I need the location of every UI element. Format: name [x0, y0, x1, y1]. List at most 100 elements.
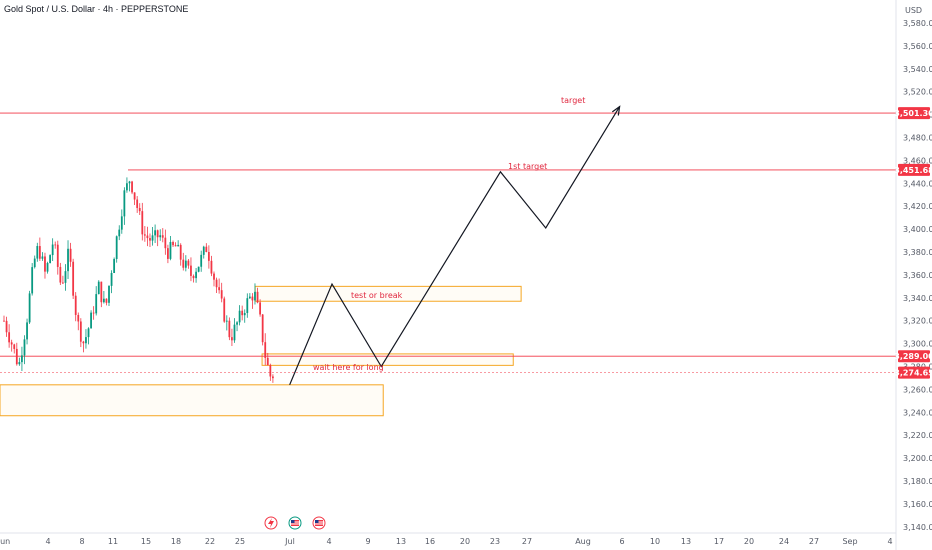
- price-tick-label: 3,200.00: [903, 454, 932, 463]
- candle-body: [133, 192, 136, 200]
- candle-body: [79, 321, 82, 342]
- annotation-first-target[interactable]: 1st target: [508, 162, 547, 171]
- price-tick-label: 3,240.00: [903, 408, 932, 417]
- time-tick-label: 20: [744, 537, 754, 546]
- us-flag-event-icon-2[interactable]: [312, 516, 326, 530]
- price-tick-label: 3,580.00: [903, 19, 932, 28]
- candle-body: [113, 258, 116, 274]
- horizontal-levels[interactable]: [0, 112, 896, 373]
- time-tick-label: 4: [45, 537, 50, 546]
- time-axis[interactable]: Jun 4 8 11 15 18 22 25 Jul 4 9 13 16 20 23 27 Aug 6 10 13 17…: [0, 537, 893, 546]
- candle-body: [169, 241, 172, 259]
- candle-body: [56, 244, 59, 267]
- candle-body: [13, 344, 16, 349]
- price-axis[interactable]: 3,580.003,560.003,540.003,520.003,500.00…: [903, 19, 932, 532]
- price-tick-label: 3,440.00: [903, 179, 932, 188]
- price-tick-label: 3,380.00: [903, 248, 932, 257]
- zone-box-1[interactable]: [261, 353, 514, 366]
- candle-body: [269, 365, 272, 377]
- candle-body: [231, 337, 233, 341]
- time-tick-label: 10: [650, 537, 660, 546]
- candle-body: [92, 312, 95, 314]
- candle-body: [62, 282, 64, 284]
- candle-body: [26, 322, 28, 340]
- price-tick-label: 3,220.00: [903, 431, 932, 440]
- candle-body: [210, 260, 213, 274]
- time-tick-label: 22: [205, 537, 215, 546]
- candle-body: [69, 248, 72, 262]
- time-tick-label: 11: [108, 537, 118, 546]
- annotation-test-or-break[interactable]: test or break: [351, 291, 403, 300]
- candle-body: [77, 314, 80, 322]
- price-tick-label: 3,140.00: [903, 523, 932, 532]
- candle-body: [177, 244, 180, 247]
- time-tick-label: Sep: [842, 537, 857, 546]
- candle-body: [156, 230, 159, 238]
- candle-body: [87, 328, 90, 338]
- price-tick-label: 3,480.00: [903, 134, 932, 143]
- candle-body: [136, 199, 139, 208]
- time-tick-label: 18: [171, 537, 181, 546]
- candle-body: [264, 342, 267, 358]
- candle-body: [228, 320, 231, 338]
- candles: [3, 177, 274, 383]
- candle-body: [118, 229, 121, 237]
- candle-body: [51, 244, 54, 256]
- time-tick-label: 23: [490, 537, 500, 546]
- candle-body: [238, 310, 241, 323]
- zone-box-2[interactable]: [0, 384, 384, 417]
- price-tag-label-3: 3,274.65: [894, 369, 932, 378]
- time-tick-label: 27: [522, 537, 532, 546]
- time-tick-label: 8: [79, 537, 84, 546]
- price-tick-label: 3,320.00: [903, 317, 932, 326]
- candle-body: [149, 238, 151, 241]
- symbol-title[interactable]: Gold Spot / U.S. Dollar · 4h · PEPPERSTO…: [4, 4, 188, 14]
- time-tick-label: 27: [809, 537, 819, 546]
- time-tick-label: 6: [619, 537, 624, 546]
- candle-body: [95, 294, 98, 314]
- annotation-wait-long[interactable]: wait here for long: [313, 363, 384, 372]
- candle-body: [259, 302, 261, 315]
- time-tick-label: 16: [425, 537, 435, 546]
- candle-body: [59, 266, 62, 283]
- candle-body: [182, 259, 185, 268]
- price-tick-label: 3,340.00: [903, 294, 932, 303]
- lightning-event-icon[interactable]: [264, 516, 278, 530]
- us-flag-event-icon[interactable]: [288, 516, 302, 530]
- price-tags: 3,501.30 3,451.68 3,289.00 3,274.65: [894, 107, 932, 379]
- price-tag-label-2: 3,289.00: [894, 352, 932, 361]
- candle-body: [5, 320, 8, 333]
- candle-body: [54, 244, 57, 246]
- candle-body: [236, 322, 238, 325]
- annotation-target[interactable]: target: [561, 96, 585, 105]
- price-tick-label: 3,160.00: [903, 500, 932, 509]
- candle-body: [154, 230, 156, 236]
- candle-body: [49, 255, 51, 264]
- candle-body: [128, 181, 131, 184]
- candle-body: [205, 246, 208, 252]
- candle-body: [184, 260, 187, 268]
- candle-body: [192, 275, 195, 279]
- candle-body: [85, 337, 87, 344]
- projection-path[interactable]: [289, 105, 621, 386]
- candle-body: [120, 216, 123, 230]
- candle-body: [36, 246, 39, 259]
- candle-body: [18, 362, 21, 365]
- price-tag-label-0: 3,501.30: [894, 109, 932, 118]
- candle-body: [82, 341, 85, 344]
- time-tick-label: 24: [779, 537, 789, 546]
- time-tick-label: 9: [365, 537, 370, 546]
- candle-body: [3, 320, 5, 322]
- candle-body: [41, 256, 44, 259]
- price-tick-label: 3,260.00: [903, 385, 932, 394]
- time-tick-label: 15: [141, 537, 151, 546]
- candle-body: [123, 190, 126, 217]
- currency-label[interactable]: USD: [905, 6, 922, 15]
- candle-body: [44, 256, 46, 272]
- projection-polyline[interactable]: [289, 106, 621, 386]
- time-tick-label: Jun: [0, 537, 10, 546]
- price-tick-label: 3,560.00: [903, 42, 932, 51]
- price-tick-label: 3,420.00: [903, 202, 932, 211]
